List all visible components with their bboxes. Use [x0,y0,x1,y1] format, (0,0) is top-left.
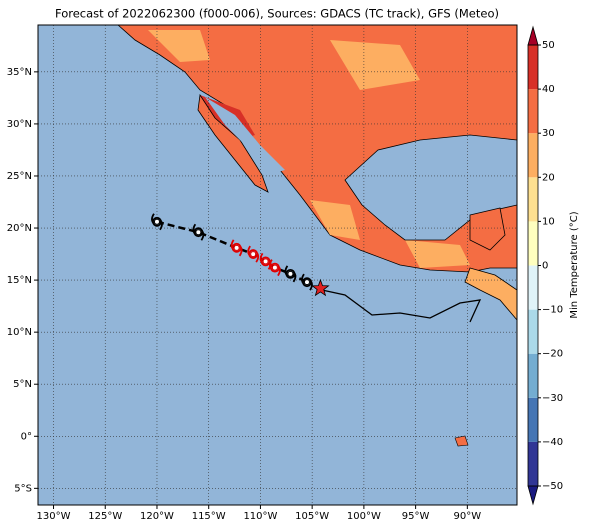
storm-center [287,270,294,277]
colorbar-band [528,397,538,442]
storm-symbol [247,245,260,263]
storm-center [262,258,269,265]
colorbar-extend-low [527,485,539,506]
colorbar-label: Min Temperature (°C) [569,211,580,318]
storm-symbol [151,213,163,231]
y-tick-label: 30°N [7,119,32,130]
land [117,25,517,447]
colorbar-tick-label: 10 [542,216,555,227]
colorbar-band [528,353,538,398]
y-tick-label: 20°N [7,223,32,234]
y-tick-label: 15°N [7,275,32,286]
y-tick-label: 10°N [7,327,32,338]
colorbar: −50 −40 −30 −20 −10 0 10 20 30 40 50 Min Temperatur… [527,25,580,506]
track [151,213,330,297]
colorbar-tick-label: 40 [542,84,555,95]
y-tick-label: 5°S [14,483,32,494]
storm-symbol [230,239,243,257]
colorbar-band [528,177,538,222]
colorbar-tick-label: −50 [542,481,563,492]
track-line [156,220,308,284]
colorbar-tick-label: 20 [542,172,555,183]
x-tick-label: 100°W [347,511,381,522]
colorbar-tick-label: 30 [542,128,555,139]
y-tick-label: 5°N [13,379,32,390]
storm-symbol [301,273,313,291]
x-tick-label: 130°W [37,511,71,522]
x-tick-label: 120°W [140,511,174,522]
storm-symbol [284,265,297,283]
colorbar-band [528,133,538,178]
colorbar-tick-label: −30 [542,393,563,404]
colorbar-extend-high [527,25,539,46]
storm-center [153,218,160,225]
colorbar-band [528,309,538,354]
y-tick-label: 35°N [7,67,32,78]
map-frame [37,24,518,506]
colorbar-band [528,265,538,310]
storm-center [250,251,257,258]
colorbar-tick-label: −40 [542,437,563,448]
colorbar-band [528,45,538,90]
colorbar-band [528,441,538,486]
colorbar-band [528,89,538,134]
map-title: Forecast of 2022062300 (f000-006), Sourc… [55,7,499,21]
storm-center [303,279,310,286]
storm-symbol [192,223,205,241]
current-position [311,278,330,297]
x-tick-label: 125°W [88,511,122,522]
storm-center [233,244,240,251]
colorbar-tick-label: 50 [542,40,555,51]
y-tick-label: 0° [21,431,32,442]
x-tick-label: 90°W [454,511,482,522]
x-tick-label: 115°W [192,511,226,522]
storm-symbol [269,259,281,277]
colorbar-tick-label: −10 [542,305,563,316]
y-tick-label: 25°N [7,171,32,182]
storm-center [271,264,278,271]
x-tick-label: 110°W [243,511,277,522]
storm-center [195,229,202,236]
colorbar-tick-label: −20 [542,349,563,360]
x-tick-label: 105°W [295,511,329,522]
x-tick-label: 95°W [402,511,430,522]
grid [38,25,517,505]
colorbar-tick-label: 0 [542,261,548,272]
colorbar-band [528,221,538,266]
